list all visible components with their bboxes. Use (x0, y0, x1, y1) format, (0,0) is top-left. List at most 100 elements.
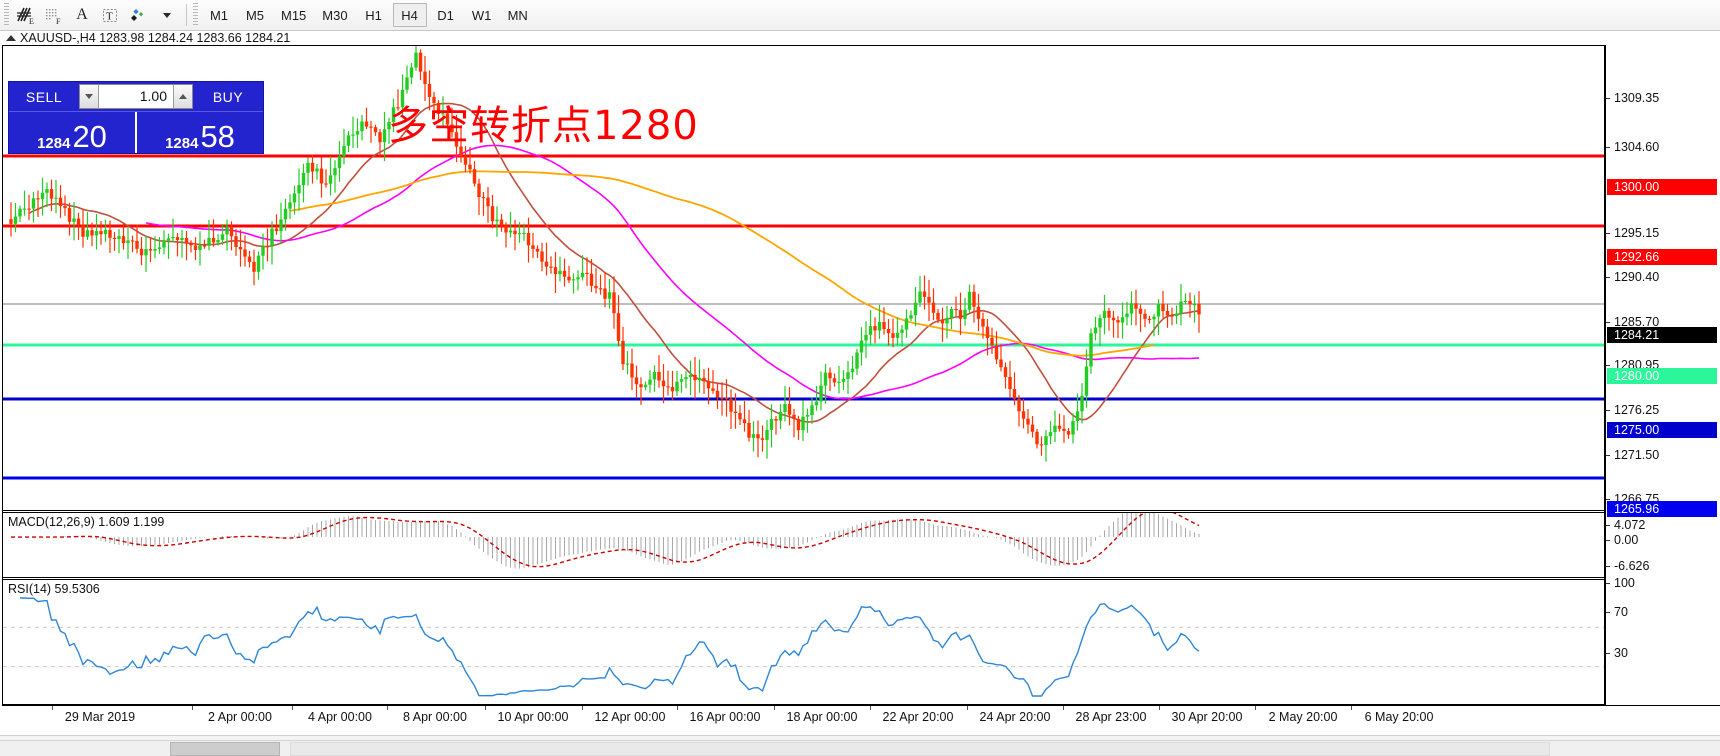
text-label-icon[interactable]: T (96, 2, 124, 28)
svg-text:E: E (29, 17, 34, 25)
macd-pane[interactable]: MACD(12,26,9) 1.609 1.199 (3, 513, 1604, 577)
price-tick: 1290.40 (1606, 270, 1659, 285)
timeframe-toolbar-grip[interactable] (193, 3, 198, 27)
price-axis[interactable]: 1309.35 1304.60 1295.15 1290.40 1285.70 1280.… (1605, 45, 1720, 705)
price-tick: 1304.60 (1606, 140, 1659, 155)
time-tick-label: 8 Apr 00:00 (403, 710, 467, 724)
time-tick-label: 12 Apr 00:00 (594, 710, 666, 724)
timeframe-mn[interactable]: MN (507, 7, 528, 23)
price-tick: 70 (1606, 605, 1628, 620)
indicators-icon[interactable]: E (12, 2, 40, 28)
bid-price-pips: 20 (72, 119, 107, 154)
macd-indicator-label: MACD(12,26,9) 1.609 1.199 (8, 515, 165, 529)
chevron-down-icon[interactable] (152, 2, 180, 28)
price-level-tag[interactable]: 1265.96 (1607, 501, 1717, 517)
time-tick-mark (582, 706, 583, 710)
time-tick-label: 29 Mar 2019 (64, 710, 136, 724)
time-tick-label: 22 Apr 20:00 (882, 710, 954, 724)
price-tick: -6.626 (1606, 559, 1649, 574)
price-level-tag[interactable]: 1275.00 (1607, 422, 1717, 438)
objects-icon[interactable] (124, 2, 152, 28)
trade-panel-quotes: 1284 20 1284 58 (9, 111, 263, 153)
crosshair-grid-icon[interactable]: F (40, 2, 68, 28)
ask-price-prefix: 1284 (165, 135, 199, 152)
price-level-tag[interactable]: 1284.21 (1607, 327, 1717, 343)
timeframe-m1[interactable]: M1 (209, 7, 229, 23)
timeframe-h1[interactable]: H1 (365, 7, 382, 23)
time-tick-mark (292, 706, 293, 710)
price-tick: 1309.35 (1606, 91, 1659, 106)
time-tick-mark (52, 706, 53, 710)
ask-price-pips: 58 (200, 119, 235, 154)
time-axis[interactable]: 29 Mar 2019 2 Apr 00:00 4 Apr 00:00 8 Apr 0… (2, 705, 1720, 731)
pane-divider-1b (3, 512, 1604, 513)
time-tick-mark (1063, 706, 1064, 710)
text-tool-icon[interactable]: A (76, 6, 88, 23)
buy-button[interactable]: BUY (212, 88, 244, 105)
price-tick: 1285.70 (1606, 315, 1659, 330)
price-tick: 100 (1606, 576, 1635, 591)
volume-input[interactable]: 1.00 (79, 84, 193, 109)
trade-panel-top-row: SELL 1.00 BUY (9, 82, 263, 111)
time-tick-label: 2 Apr 00:00 (208, 710, 272, 724)
svg-text:T: T (106, 11, 113, 23)
one-click-trading-panel[interactable]: SELL 1.00 BUY 1284 20 1284 58 (8, 81, 264, 154)
pane-divider-1 (3, 510, 1604, 511)
toolbar-divider (186, 4, 187, 26)
price-level-tag[interactable]: 1300.00 (1607, 179, 1717, 195)
time-tick-label: 18 Apr 00:00 (786, 710, 858, 724)
scrollbar-thumb[interactable] (170, 742, 280, 756)
time-tick-mark (1255, 706, 1256, 710)
timeframe-m15[interactable]: M15 (281, 7, 307, 23)
bid-price-prefix: 1284 (37, 135, 71, 152)
chart-annotation-text[interactable]: 多空转折点1280 (388, 103, 699, 149)
time-tick-label: 24 Apr 20:00 (979, 710, 1051, 724)
volume-decrement-button[interactable] (80, 85, 99, 108)
price-level-tag[interactable]: 1280.00 (1607, 368, 1717, 384)
time-tick-label: 10 Apr 00:00 (497, 710, 569, 724)
timeframe-m30[interactable]: M30 (322, 7, 348, 23)
main-toolbar: E F A T (0, 0, 1720, 31)
time-tick-mark (677, 706, 678, 710)
timeframe-w1[interactable]: W1 (471, 7, 492, 23)
time-tick-mark (485, 706, 486, 710)
ask-quote[interactable]: 1284 58 (137, 112, 263, 153)
timeframe-m5[interactable]: M5 (245, 7, 265, 23)
toolbar-grip[interactable] (4, 3, 9, 27)
rsi-pane[interactable]: RSI(14) 59.5306 (3, 580, 1604, 704)
price-tick: 4.072 (1606, 518, 1645, 533)
time-tick-mark (870, 706, 871, 710)
timeframe-d1[interactable]: D1 (437, 7, 454, 23)
chevron-down-icon (85, 94, 93, 99)
pane-divider-2b (3, 579, 1604, 580)
price-pane[interactable] (3, 46, 1604, 510)
price-tick: 1295.15 (1606, 226, 1659, 241)
macd-chart-svg (11, 513, 1200, 569)
time-tick-mark (387, 706, 388, 710)
symbol-info-text: XAUUSD-,H4 1283.98 1284.24 1283.66 1284.… (20, 31, 291, 45)
chart-area[interactable]: XAUUSD-,H4 1283.98 1284.24 1283.66 1284.… (0, 31, 1720, 735)
chart-panes[interactable]: MACD(12,26,9) 1.609 1.199 RSI(14) 59.530… (2, 45, 1605, 705)
chevron-up-icon (179, 94, 187, 99)
svg-text:F: F (56, 17, 61, 25)
symbol-info-line: XAUUSD-,H4 1283.98 1284.24 1283.66 1284.… (0, 31, 1720, 45)
price-chart-svg (3, 46, 1604, 480)
collapse-arrow-icon[interactable] (6, 35, 16, 41)
bid-quote[interactable]: 1284 20 (9, 112, 137, 153)
time-tick-label: 16 Apr 00:00 (689, 710, 761, 724)
horizontal-scrollbar[interactable] (0, 740, 1720, 756)
time-tick-mark (967, 706, 968, 710)
price-level-tag[interactable]: 1292.66 (1607, 249, 1717, 265)
rsi-indicator-label: RSI(14) 59.5306 (8, 582, 100, 596)
time-tick-label: 30 Apr 20:00 (1171, 710, 1243, 724)
time-tick-mark (192, 706, 193, 710)
volume-increment-button[interactable] (173, 85, 192, 108)
rsi-chart-svg (3, 597, 1604, 697)
timeframe-h4[interactable]: H4 (392, 3, 427, 27)
sell-button[interactable]: SELL (25, 88, 63, 105)
time-tick-mark (1351, 706, 1352, 710)
scrollbar-track-region[interactable] (290, 742, 1550, 756)
volume-value[interactable]: 1.00 (139, 88, 167, 104)
pane-divider-2 (3, 577, 1604, 578)
